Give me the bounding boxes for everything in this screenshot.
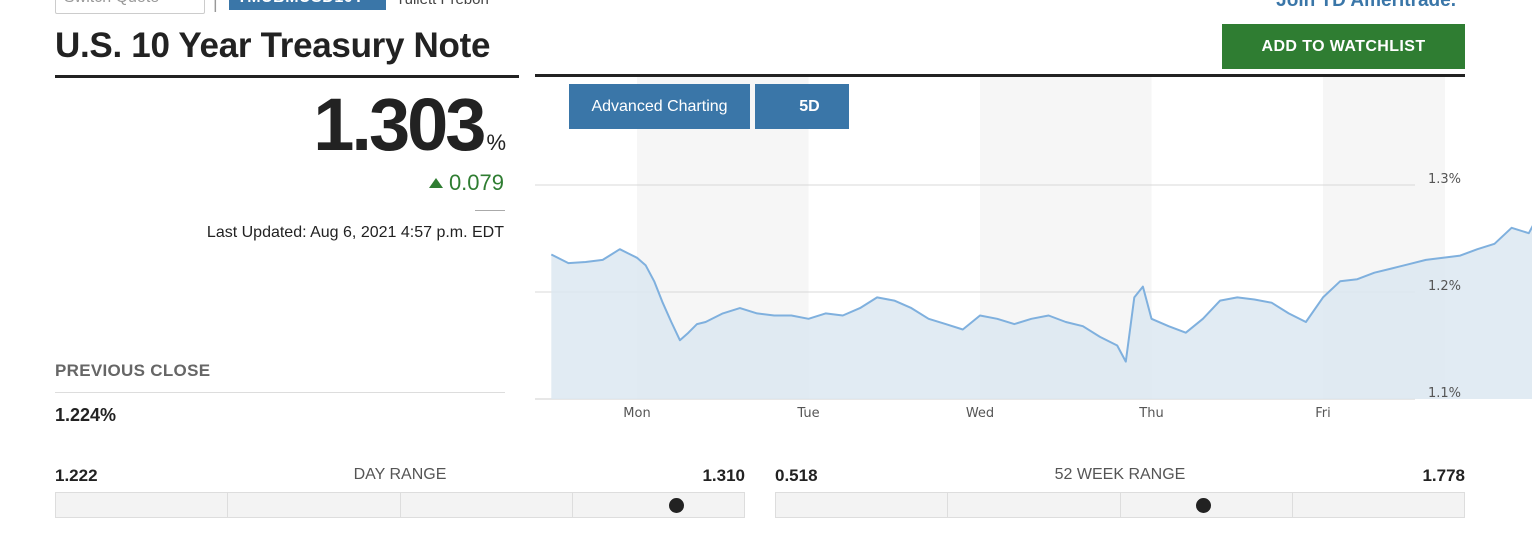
chart-divider: [535, 74, 1465, 77]
week52-range-low: 0.518: [775, 466, 818, 485]
quote-divider: [475, 210, 505, 211]
day-range-low: 1.222: [55, 466, 98, 485]
quote-change-value: 0.079: [448, 170, 504, 195]
last-updated: Last Updated: Aug 6, 2021 4:57 p.m. EDT: [206, 224, 504, 241]
series-area: [551, 227, 1532, 399]
day-range-high: 1.310: [702, 466, 745, 485]
data-source-label: Tullett Prebon: [396, 0, 489, 8]
x-tick-label: Mon: [623, 406, 650, 421]
y-tick-label: 1.1%: [1428, 386, 1461, 401]
series-line: [550, 225, 1532, 363]
ticker-badge: TMUBMUSD10Y: [229, 0, 386, 10]
week52-range-high: 1.778: [1422, 466, 1465, 485]
week52-range-label: 52 WEEK RANGE: [1054, 466, 1186, 483]
x-tick-label: Tue: [796, 406, 819, 421]
previous-close-divider: [55, 392, 505, 393]
price-chart: 1.3% 1.2% 1.1% Mon Tue Wed Thu Fri: [535, 77, 1532, 421]
advanced-charting-button[interactable]: Advanced Charting: [569, 84, 750, 129]
previous-close-value: 1.224%: [55, 405, 117, 425]
week52-range-marker: [1195, 498, 1211, 513]
week52-range-track: [775, 492, 1465, 518]
title-divider: [55, 75, 519, 78]
quote-change: 0.079: [428, 170, 504, 196]
quote-price-block: 1.303 %: [313, 88, 506, 162]
page-title: U.S. 10 Year Treasury Note: [55, 26, 491, 65]
y-tick-label: 1.3%: [1428, 172, 1461, 187]
day-range-label: DAY RANGE: [353, 466, 447, 483]
quote-price: 1.303: [313, 83, 486, 166]
previous-close-label: PREVIOUS CLOSE: [55, 361, 211, 380]
x-tick-label: Fri: [1315, 406, 1331, 421]
day-range-marker: [669, 498, 684, 513]
x-tick-label: Thu: [1138, 406, 1163, 421]
y-tick-label: 1.2%: [1428, 279, 1461, 294]
add-to-watchlist-button[interactable]: ADD TO WATCHLIST: [1222, 24, 1465, 69]
x-tick-label: Wed: [966, 406, 994, 421]
promo-link[interactable]: Join TD Ameritrade.: [1276, 0, 1456, 11]
switch-quote-input[interactable]: Switch Quote: [55, 0, 205, 14]
period-5d-button[interactable]: 5D: [755, 84, 849, 129]
up-arrow-icon: [428, 178, 443, 188]
day-range-track: [55, 492, 745, 518]
quote-unit: %: [486, 130, 506, 155]
separator: |: [213, 0, 218, 12]
